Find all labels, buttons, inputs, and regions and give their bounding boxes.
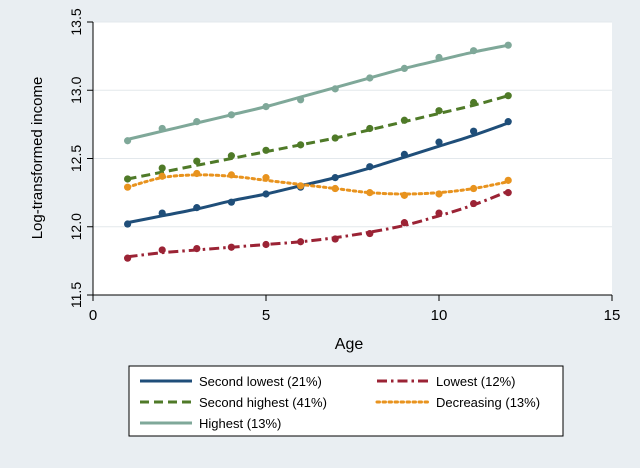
series-3-point-7 [366,189,374,197]
series-2-point-8 [400,116,408,124]
series-0-point-11 [504,118,512,126]
series-4-point-7 [366,74,374,82]
legend-label-4: Highest (13%) [199,416,281,431]
legend-label-3: Decreasing (13%) [436,395,540,410]
series-4-point-1 [158,124,166,133]
series-3-point-6 [331,184,339,193]
series-0-point-1 [158,209,166,217]
series-3-point-1 [158,172,166,180]
series-3-point-3 [227,171,235,179]
y-ticks: 11.5 12.0 12.5 13.0 13.5 [68,8,93,308]
series-1-point-2 [193,244,201,253]
series-3-point-0 [124,183,132,191]
series-4-point-5 [297,96,305,104]
series-2-point-9 [435,107,443,115]
series-0-point-7 [366,163,374,171]
series-1-point-4 [262,240,270,249]
series-1-point-0 [124,254,132,262]
series-2-point-3 [227,152,235,160]
series-4-point-2 [193,118,201,126]
series-0-point-10 [470,127,478,135]
series-3-point-4 [262,174,270,182]
series-2-point-2 [193,157,201,165]
series-2-point-6 [331,134,339,142]
series-0-point-4 [262,190,270,198]
x-tick-label-1: 5 [262,307,270,324]
y-axis-label: Log-transformed income [29,77,46,240]
series-1 [124,189,512,262]
series-0-point-3 [227,198,235,206]
series-1-point-5 [297,238,305,246]
x-tick-label-3: 15 [604,307,621,324]
series-1-point-8 [400,219,408,227]
series-1-point-3 [227,243,235,251]
series-4-point-11 [504,41,512,49]
series-4-point-6 [331,85,339,93]
series-0-point-6 [331,174,339,182]
series-0-point-0 [124,220,132,228]
series-1-point-11 [504,189,512,197]
series-3-point-9 [435,190,443,198]
series-1-point-1 [158,246,166,254]
y-tick-label-2: 12.5 [68,145,84,172]
series-2-point-7 [366,124,374,133]
series-1-point-6 [331,235,339,243]
series-2 [124,92,512,183]
series-3-point-11 [504,176,512,184]
series-2-point-1 [158,164,166,172]
legend: Second lowest (21%) Lowest (12%) Second hi… [128,365,564,437]
y-tick-label-0: 11.5 [68,282,84,308]
series-0-point-9 [435,138,443,146]
series-1-point-7 [366,229,374,238]
series-4-point-0 [124,137,132,145]
series-1-point-10 [470,199,478,208]
y-tick-label-4: 13.5 [68,8,84,35]
series-3-point-8 [400,191,408,199]
legend-label-1: Lowest (12%) [436,374,515,389]
series-2-point-4 [262,146,270,154]
series-4-point-4 [262,103,270,111]
series-4-point-9 [435,53,443,62]
series-4-point-3 [227,111,235,119]
series-3 [124,169,512,199]
series-3-point-10 [470,184,478,193]
series-4-point-8 [400,64,408,73]
series-4 [124,41,512,145]
x-ticks: 0 5 10 15 [89,295,621,324]
series-2-point-11 [504,92,512,100]
legend-label-0: Second lowest (21%) [199,374,322,389]
x-axis-label: Age [335,336,364,353]
y-tick-label-3: 13.0 [68,76,84,103]
series-2-point-0 [124,175,132,183]
y-tick-label-1: 12.0 [68,213,84,240]
x-tick-label-0: 0 [89,307,97,324]
series-1-point-9 [435,209,443,217]
series-3-point-5 [297,182,305,190]
series-2-point-10 [470,98,478,107]
series-4-point-10 [470,47,478,55]
legend-label-2: Second highest (41%) [199,395,327,410]
series-layer [124,41,512,262]
x-tick-label-2: 10 [431,307,448,324]
legend-box [128,365,564,437]
series-0-point-2 [193,204,201,212]
series-2-point-5 [297,141,305,149]
series-3-point-2 [193,169,201,178]
series-0-point-8 [400,150,408,159]
